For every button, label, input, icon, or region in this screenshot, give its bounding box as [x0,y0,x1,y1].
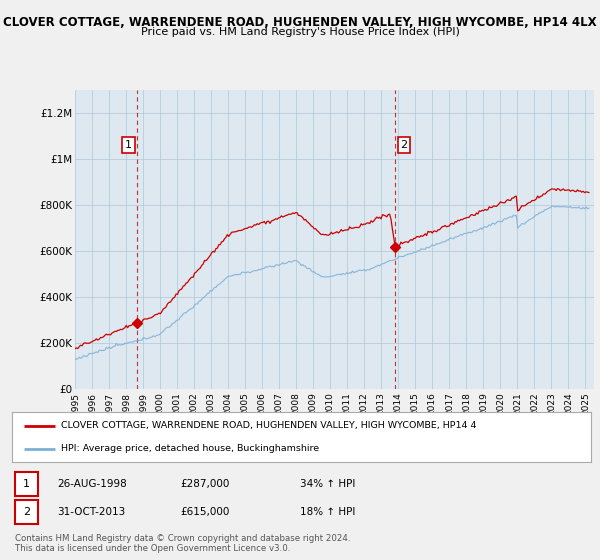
Text: 31-OCT-2013: 31-OCT-2013 [57,507,125,517]
Text: 1: 1 [23,479,30,489]
Text: 26-AUG-1998: 26-AUG-1998 [57,479,127,489]
Text: Contains HM Land Registry data © Crown copyright and database right 2024.: Contains HM Land Registry data © Crown c… [15,534,350,543]
Text: 1: 1 [125,140,132,150]
Text: 2: 2 [400,140,407,150]
Text: £287,000: £287,000 [180,479,229,489]
Text: 2: 2 [23,507,30,517]
Text: £615,000: £615,000 [180,507,229,517]
Text: 34% ↑ HPI: 34% ↑ HPI [300,479,355,489]
Text: CLOVER COTTAGE, WARRENDENE ROAD, HUGHENDEN VALLEY, HIGH WYCOMBE, HP14 4LX: CLOVER COTTAGE, WARRENDENE ROAD, HUGHEND… [3,16,597,29]
Text: Price paid vs. HM Land Registry's House Price Index (HPI): Price paid vs. HM Land Registry's House … [140,27,460,37]
Text: HPI: Average price, detached house, Buckinghamshire: HPI: Average price, detached house, Buck… [61,445,319,454]
Text: 18% ↑ HPI: 18% ↑ HPI [300,507,355,517]
Text: This data is licensed under the Open Government Licence v3.0.: This data is licensed under the Open Gov… [15,544,290,553]
Text: CLOVER COTTAGE, WARRENDENE ROAD, HUGHENDEN VALLEY, HIGH WYCOMBE, HP14 4: CLOVER COTTAGE, WARRENDENE ROAD, HUGHEND… [61,421,477,430]
